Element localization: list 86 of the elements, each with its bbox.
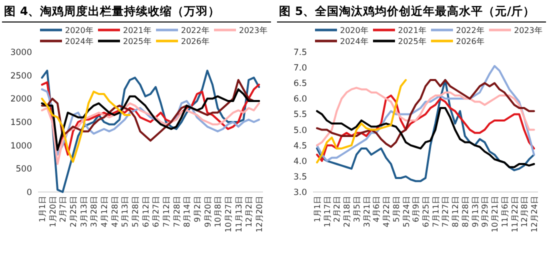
x-tick-label: 1月17日 <box>322 196 332 228</box>
x-tick-label: 7月27日 <box>441 196 450 228</box>
x-tick-label: 6月27日 <box>152 196 161 228</box>
legend-label: 2023年 <box>514 26 542 35</box>
y-tick-label: 3.0 <box>293 188 307 198</box>
x-tick-label: 9月29日 <box>480 196 490 228</box>
x-tick-label: 8月12日 <box>451 196 460 228</box>
legend-label: 2020年 <box>340 26 368 35</box>
x-tick-label: 3月5日 <box>352 196 362 222</box>
x-tick-label: 11月6日 <box>500 196 510 228</box>
chart-title: 图 4、淘鸡周度出栏量持续收缩（万羽） <box>4 4 220 18</box>
legend-label: 2021年 <box>398 26 426 35</box>
x-tick-label: 5月8日 <box>392 196 401 222</box>
x-tick-label: 6月12日 <box>141 196 150 228</box>
y-tick-label: 5.0 <box>293 126 307 136</box>
line-series <box>316 79 535 182</box>
x-tick-label: 2月18日 <box>342 196 352 228</box>
x-tick-label: 12月2日 <box>244 196 254 228</box>
y-tick-label: 7.5 <box>293 48 307 58</box>
legend-label: 2021年 <box>123 26 152 35</box>
line-series <box>316 94 535 162</box>
x-tick-label: 1月1日 <box>38 196 47 222</box>
y-tick-label: 4.0 <box>293 156 307 167</box>
x-tick-label: 7月12日 <box>162 196 171 228</box>
x-tick-label: 9月2日 <box>193 196 202 222</box>
x-tick-label: 3月28日 <box>90 196 99 228</box>
legend-label: 2025年 <box>398 36 426 46</box>
x-tick-label: 8月14日 <box>182 196 192 228</box>
x-tick-label: 2月25日 <box>69 196 78 228</box>
line-series <box>316 65 535 162</box>
legend-label: 2022年 <box>181 26 210 35</box>
y-tick-label: 5.5 <box>293 110 307 120</box>
y-tick-label: 0 <box>26 188 32 198</box>
x-tick-label: 10月21日 <box>490 196 500 232</box>
x-tick-label: 6月9日 <box>412 196 421 222</box>
line-series <box>316 79 407 164</box>
y-tick-label: 3.5 <box>293 172 307 182</box>
y-tick-label: 7.0 <box>293 64 307 74</box>
line-series <box>41 90 131 163</box>
y-tick-label: 6.5 <box>293 79 307 90</box>
x-tick-label: 4月28日 <box>110 196 120 228</box>
legend-label: 2020年 <box>65 26 94 35</box>
x-tick-label: 4月22日 <box>382 196 392 228</box>
x-tick-label: 10月27日 <box>224 196 233 232</box>
line-series <box>41 70 260 193</box>
x-tick-label: 9月20日 <box>203 196 212 228</box>
y-tick-label: 500 <box>16 164 32 175</box>
x-tick-label: 4月6日 <box>372 196 382 222</box>
legend-label: 2022年 <box>456 26 484 35</box>
x-tick-label: 11月13日 <box>234 196 244 232</box>
legend-label: 2024年 <box>340 36 368 46</box>
legend-label: 2026年 <box>181 36 210 46</box>
legend-label: 2024年 <box>65 36 94 46</box>
line-series <box>41 102 260 165</box>
x-tick-label: 11月22日 <box>510 196 520 232</box>
x-tick-label: 5月13日 <box>120 196 130 228</box>
x-tick-label: 4月12日 <box>100 196 109 228</box>
legend-label: 2025年 <box>123 36 152 46</box>
y-tick-label: 4.5 <box>293 141 307 152</box>
y-tick-label: 1000 <box>10 141 32 152</box>
legend-label: 2026年 <box>456 36 484 46</box>
chart-title: 图 5、全国淘汰鸡均价创近年最高水平（元/斤） <box>279 4 536 18</box>
x-tick-label: 1月20日 <box>48 196 58 228</box>
x-tick-label: 2月2日 <box>332 196 342 222</box>
x-tick-label: 5月28日 <box>131 196 140 228</box>
x-tick-label: 8月28日 <box>460 196 470 228</box>
line-series <box>316 107 535 168</box>
x-tick-label: 12月8日 <box>520 196 530 228</box>
x-tick-label: 5月24日 <box>402 196 411 228</box>
x-tick-label: 7月28日 <box>172 196 182 228</box>
x-tick-label: 10月8日 <box>214 196 223 228</box>
x-tick-label: 12月20日 <box>255 196 264 232</box>
y-tick-label: 2000 <box>10 94 32 105</box>
x-tick-label: 6月25日 <box>422 196 430 228</box>
y-tick-label: 1500 <box>10 118 32 128</box>
x-tick-label: 3月21日 <box>362 196 372 228</box>
x-tick-label: 12月24日 <box>530 196 539 232</box>
x-tick-label: 2月7日 <box>58 196 68 222</box>
legend-label: 2023年 <box>239 26 268 35</box>
x-tick-label: 9月13日 <box>470 196 480 228</box>
y-tick-label: 6.0 <box>293 94 307 105</box>
y-tick-label: 2500 <box>10 71 32 82</box>
x-tick-label: 1月1日 <box>313 196 322 222</box>
x-tick-label: 3月13日 <box>79 196 88 228</box>
y-tick-label: 3000 <box>10 48 32 58</box>
x-tick-label: 7月11日 <box>431 196 440 228</box>
